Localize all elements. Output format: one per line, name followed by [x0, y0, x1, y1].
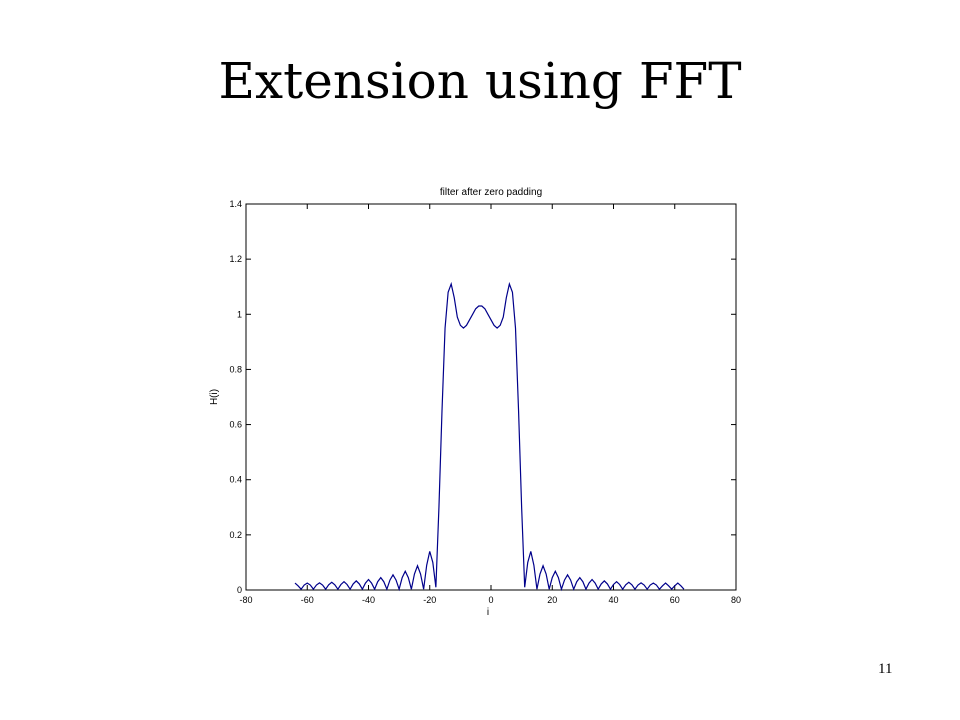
- y-tick-label: 0: [237, 585, 242, 595]
- plot-area: [245, 203, 737, 591]
- y-tick-label: 1.2: [229, 254, 242, 264]
- x-tick-label: -80: [239, 595, 252, 605]
- series-line: [294, 281, 685, 592]
- axis-tick-labels: -80 -60 -40 -20 0 20 40 60 80 0 0.2 0.4 0.6 0.8 1 1.2 1.…: [229, 199, 741, 605]
- y-tick-label: 1.4: [229, 199, 242, 209]
- slide-title: Extension using FFT: [218, 52, 742, 110]
- y-tick-label: 0.4: [229, 475, 242, 485]
- y-tick-label: 0.2: [229, 530, 242, 540]
- chart-title: filter after zero padding: [440, 187, 542, 198]
- x-tick-label: -60: [301, 595, 314, 605]
- x-tick-label: -40: [362, 595, 375, 605]
- page-number: 11: [878, 661, 893, 677]
- y-tick-label: 0.8: [229, 364, 242, 374]
- axis-ticks: [245, 203, 737, 591]
- y-axis-label: H(i): [209, 389, 220, 405]
- x-tick-label: 0: [488, 595, 493, 605]
- x-tick-label: 40: [608, 595, 618, 605]
- y-tick-label: 1: [237, 309, 242, 319]
- x-axis-label: i: [487, 607, 489, 618]
- x-tick-label: 80: [731, 595, 741, 605]
- y-tick-label: 0.6: [229, 420, 242, 430]
- x-tick-label: 60: [670, 595, 680, 605]
- x-tick-label: 20: [547, 595, 557, 605]
- x-tick-label: -20: [423, 595, 436, 605]
